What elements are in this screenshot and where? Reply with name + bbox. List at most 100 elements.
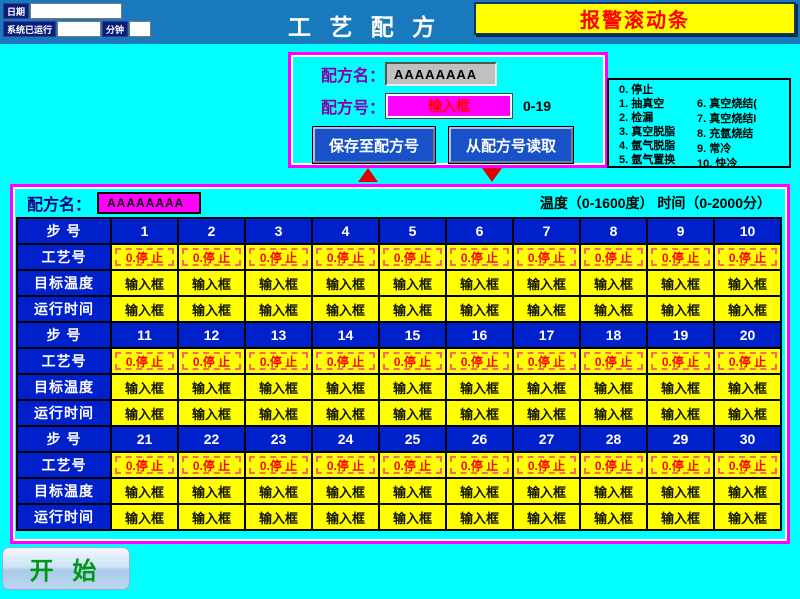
process-select-cell[interactable]: 0.停 止 [110, 243, 179, 271]
temperature-input-cell[interactable]: 输入框 [311, 477, 380, 505]
process-select-cell[interactable]: 0.停 止 [713, 347, 782, 375]
runtime-input-cell[interactable]: 输入框 [378, 399, 447, 427]
runtime-input-cell[interactable]: 输入框 [512, 399, 581, 427]
runtime-input-cell[interactable]: 输入框 [311, 295, 380, 323]
process-select-cell[interactable]: 0.停 止 [378, 243, 447, 271]
process-select-cell[interactable]: 0.停 止 [177, 243, 246, 271]
process-select-cell[interactable]: 0.停 止 [110, 451, 179, 479]
load-from-recipe-button[interactable]: 从配方号读取 [449, 127, 573, 163]
process-select-cell[interactable]: 0.停 止 [579, 451, 648, 479]
runtime-input-cell[interactable]: 输入框 [445, 399, 514, 427]
temperature-input-cell[interactable]: 输入框 [713, 477, 782, 505]
runtime-input-cell[interactable]: 输入框 [311, 503, 380, 531]
runtime-input-cell[interactable]: 输入框 [378, 503, 447, 531]
date-value-box[interactable] [30, 3, 123, 19]
temperature-input-cell[interactable]: 输入框 [378, 373, 447, 401]
temperature-input-cell[interactable]: 输入框 [110, 269, 179, 297]
runtime-input-cell[interactable]: 输入框 [110, 295, 179, 323]
temperature-input-cell[interactable]: 输入框 [512, 269, 581, 297]
process-select-cell[interactable]: 0.停 止 [512, 243, 581, 271]
runtime-input-cell[interactable]: 输入框 [445, 503, 514, 531]
runtime-input-cell[interactable]: 输入框 [646, 399, 715, 427]
temperature-input-cell[interactable]: 输入框 [713, 373, 782, 401]
temperature-input-cell[interactable]: 输入框 [177, 477, 246, 505]
temperature-input-cell[interactable]: 输入框 [244, 269, 313, 297]
temperature-input-cell[interactable]: 输入框 [646, 477, 715, 505]
temperature-input-cell[interactable]: 输入框 [177, 373, 246, 401]
runtime-input-cell[interactable]: 输入框 [177, 399, 246, 427]
process-select-cell[interactable]: 0.停 止 [378, 451, 447, 479]
temperature-input-cell[interactable]: 输入框 [579, 269, 648, 297]
process-select-cell[interactable]: 0.停 止 [378, 347, 447, 375]
process-select-cell[interactable]: 0.停 止 [646, 243, 715, 271]
process-select-cell[interactable]: 0.停 止 [512, 347, 581, 375]
temperature-input-cell[interactable]: 输入框 [378, 269, 447, 297]
process-select-cell[interactable]: 0.停 止 [445, 243, 514, 271]
process-select-cell[interactable]: 0.停 止 [177, 451, 246, 479]
temperature-input-cell[interactable]: 输入框 [713, 269, 782, 297]
runtime-input-cell[interactable]: 输入框 [512, 503, 581, 531]
process-select-cell[interactable]: 0.停 止 [445, 451, 514, 479]
temperature-input-cell[interactable]: 输入框 [311, 373, 380, 401]
temperature-input-cell[interactable]: 输入框 [244, 373, 313, 401]
temperature-input-cell[interactable]: 输入框 [445, 269, 514, 297]
temperature-input-cell[interactable]: 输入框 [378, 477, 447, 505]
temperature-input-cell[interactable]: 输入框 [646, 269, 715, 297]
runtime-input-cell[interactable]: 输入框 [378, 295, 447, 323]
step-number-cell: 11 [110, 321, 179, 349]
process-select-cell[interactable]: 0.停 止 [646, 347, 715, 375]
runtime-input-cell[interactable]: 输入框 [713, 503, 782, 531]
temperature-input-cell[interactable]: 输入框 [311, 269, 380, 297]
temperature-input-cell[interactable]: 输入框 [512, 477, 581, 505]
process-select-cell[interactable]: 0.停 止 [311, 243, 380, 271]
temperature-input-cell[interactable]: 输入框 [445, 477, 514, 505]
runtime-input-cell[interactable]: 输入框 [244, 295, 313, 323]
runtime-input-cell[interactable]: 输入框 [512, 295, 581, 323]
process-select-cell[interactable]: 0.停 止 [646, 451, 715, 479]
temperature-input-cell[interactable]: 输入框 [445, 373, 514, 401]
runtime-value-box[interactable] [57, 21, 102, 37]
process-select-cell[interactable]: 0.停 止 [244, 243, 313, 271]
runtime-input-cell[interactable]: 输入框 [579, 295, 648, 323]
runtime-input-cell[interactable]: 输入框 [713, 399, 782, 427]
runtime-input-cell[interactable]: 输入框 [646, 295, 715, 323]
temperature-input-cell[interactable]: 输入框 [177, 269, 246, 297]
minutes-value-box[interactable] [129, 21, 152, 37]
runtime-input-cell[interactable]: 输入框 [445, 295, 514, 323]
temperature-input-cell[interactable]: 输入框 [110, 477, 179, 505]
runtime-input-cell[interactable]: 输入框 [646, 503, 715, 531]
temperature-input-cell[interactable]: 输入框 [579, 477, 648, 505]
process-select-cell[interactable]: 0.停 止 [177, 347, 246, 375]
runtime-input-cell[interactable]: 输入框 [579, 503, 648, 531]
save-to-recipe-button[interactable]: 保存至配方号 [313, 127, 435, 163]
runtime-input-cell[interactable]: 输入框 [311, 399, 380, 427]
process-select-cell[interactable]: 0.停 止 [512, 451, 581, 479]
step-number-cell: 7 [512, 217, 581, 245]
recipe-number-input[interactable]: 输入框 [388, 96, 511, 116]
runtime-input-cell[interactable]: 输入框 [713, 295, 782, 323]
runtime-input-cell[interactable]: 输入框 [177, 503, 246, 531]
process-select-cell[interactable]: 0.停 止 [713, 451, 782, 479]
temperature-input-cell[interactable]: 输入框 [512, 373, 581, 401]
process-select-cell[interactable]: 0.停 止 [244, 451, 313, 479]
process-select-cell[interactable]: 0.停 止 [445, 347, 514, 375]
process-select-cell[interactable]: 0.停 止 [579, 243, 648, 271]
runtime-input-cell[interactable]: 输入框 [579, 399, 648, 427]
process-select-cell[interactable]: 0.停 止 [579, 347, 648, 375]
temperature-input-cell[interactable]: 输入框 [110, 373, 179, 401]
temperature-input-cell[interactable]: 输入框 [579, 373, 648, 401]
recipe-name-input[interactable]: AAAAAAAA [385, 62, 498, 86]
runtime-input-cell[interactable]: 输入框 [110, 399, 179, 427]
temperature-input-cell[interactable]: 输入框 [646, 373, 715, 401]
runtime-input-cell[interactable]: 输入框 [244, 503, 313, 531]
process-select-cell[interactable]: 0.停 止 [311, 451, 380, 479]
temperature-input-cell[interactable]: 输入框 [244, 477, 313, 505]
runtime-input-cell[interactable]: 输入框 [110, 503, 179, 531]
runtime-input-cell[interactable]: 输入框 [244, 399, 313, 427]
process-select-cell[interactable]: 0.停 止 [244, 347, 313, 375]
start-button[interactable]: 开 始 [2, 547, 130, 590]
process-select-cell[interactable]: 0.停 止 [110, 347, 179, 375]
runtime-input-cell[interactable]: 输入框 [177, 295, 246, 323]
process-select-cell[interactable]: 0.停 止 [713, 243, 782, 271]
process-select-cell[interactable]: 0.停 止 [311, 347, 380, 375]
